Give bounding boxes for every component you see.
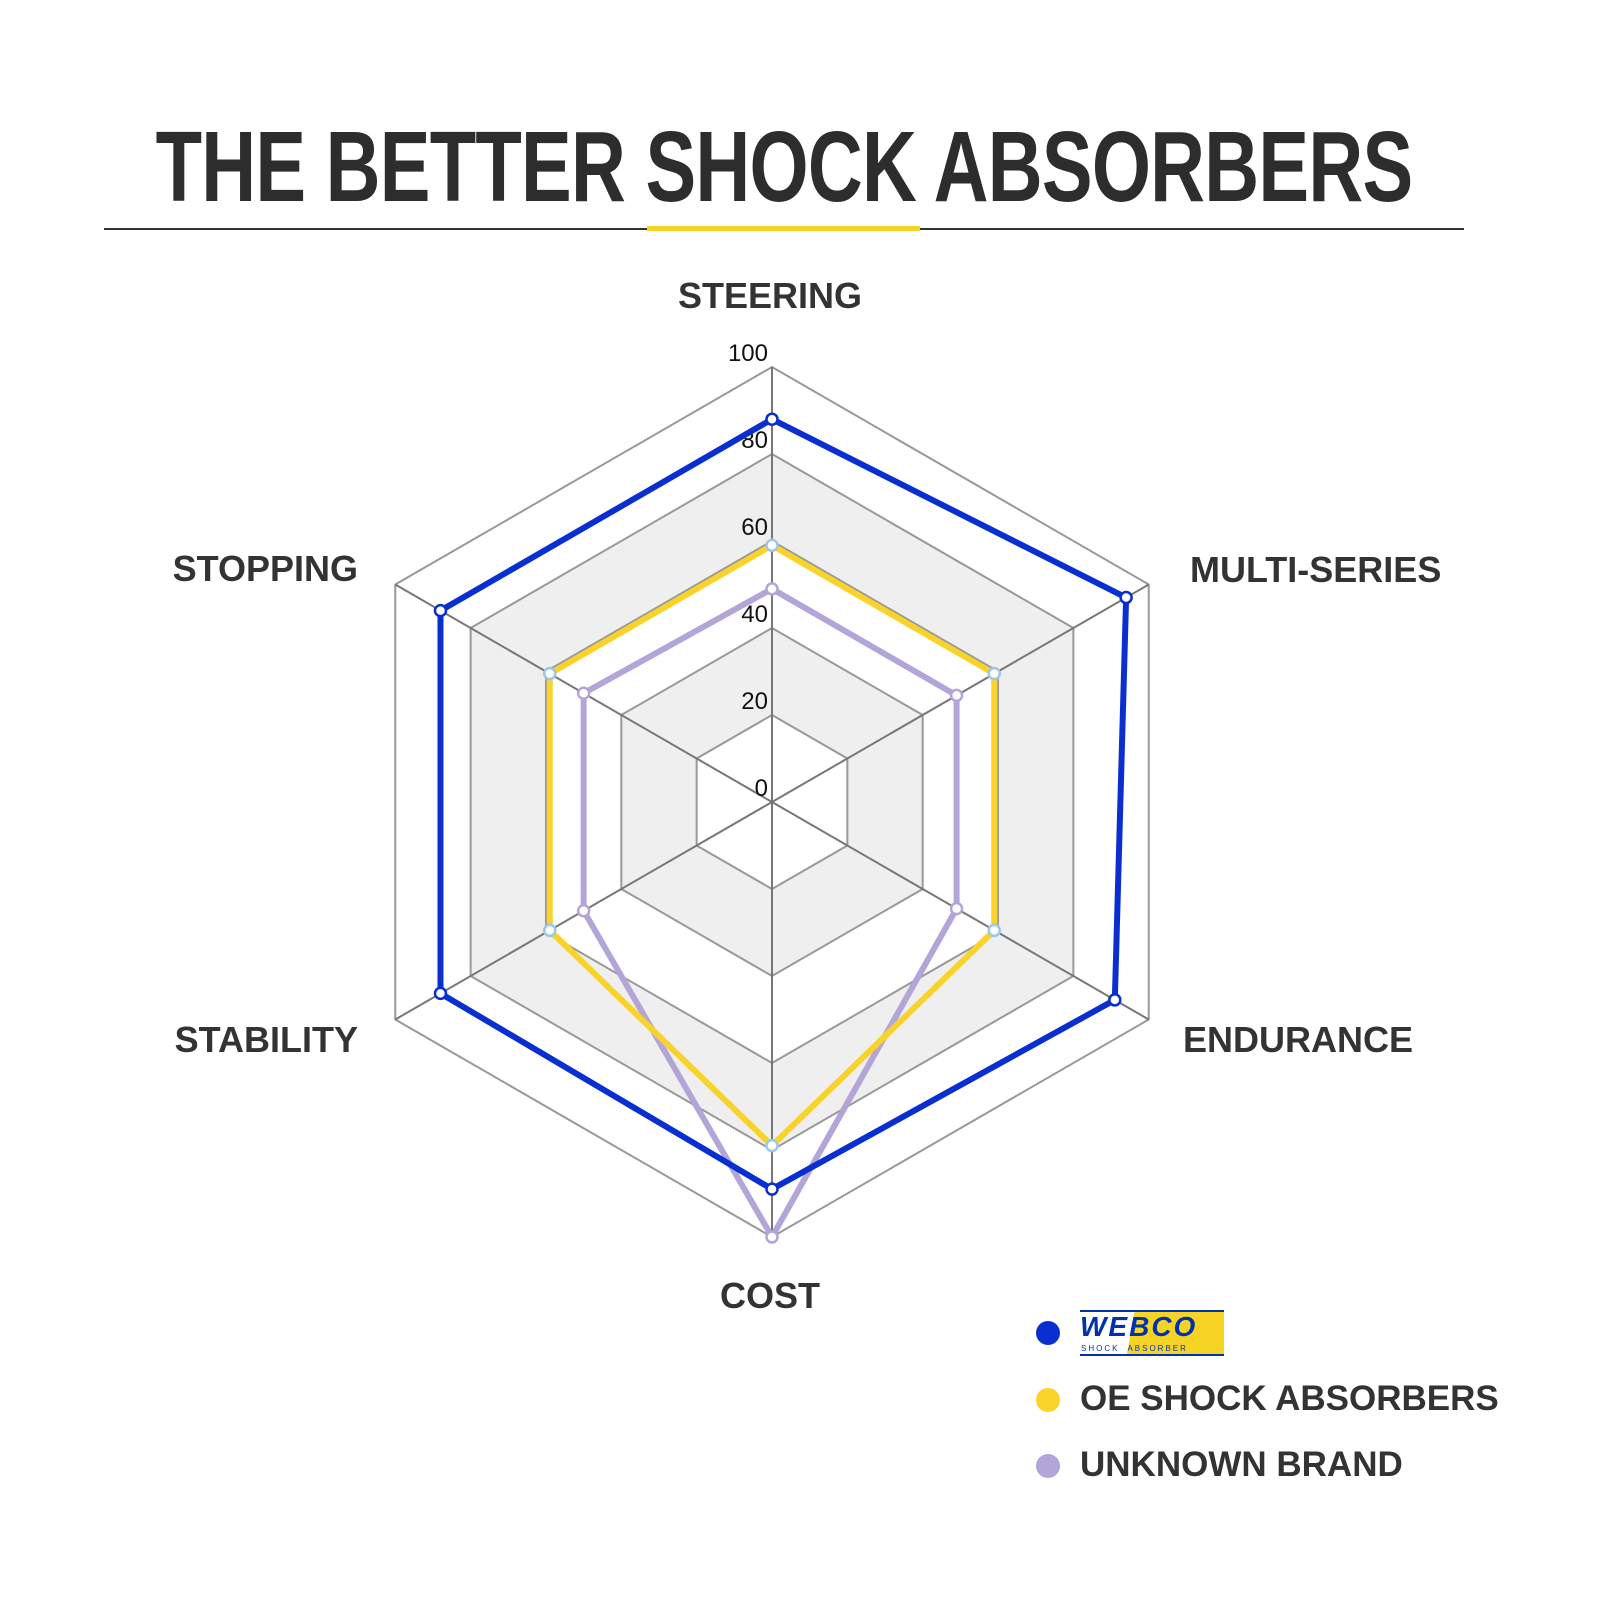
webco-logo: WEBCO SHOCK ABSORBER xyxy=(1080,1310,1224,1356)
tick-label: 60 xyxy=(741,514,768,541)
axis-label-stability: STABILITY xyxy=(175,1019,358,1060)
data-point-webco-shock-absorber xyxy=(765,412,779,426)
axis-label-cost: COST xyxy=(720,1275,820,1316)
axis-label-endurance: ENDURANCE xyxy=(1183,1019,1413,1060)
webco-logo-text: WEBCO xyxy=(1080,1311,1198,1342)
data-point-webco-shock-absorber xyxy=(1119,590,1133,605)
data-point-oe-shock-absorbers xyxy=(542,666,557,681)
axis-label-stopping: STOPPING xyxy=(173,548,358,589)
data-point-unknown-brand xyxy=(576,686,591,700)
data-point-webco-shock-absorber xyxy=(765,1182,779,1196)
data-point-webco-shock-absorber xyxy=(433,986,448,1001)
legend-label-oe: OE SHOCK ABSORBERS xyxy=(1080,1379,1499,1418)
legend-dot-oe xyxy=(1036,1388,1060,1412)
legend-label-unknown: UNKNOWN BRAND xyxy=(1080,1445,1403,1484)
data-point-oe-shock-absorbers xyxy=(765,1138,779,1153)
legend-dot-unknown xyxy=(1036,1454,1060,1478)
axis-label-steering: STEERING xyxy=(678,275,862,316)
axis-label-multi-series: MULTI-SERIES xyxy=(1190,549,1441,590)
data-point-webco-shock-absorber xyxy=(433,603,448,618)
data-point-oe-shock-absorbers xyxy=(542,923,557,938)
data-point-unknown-brand xyxy=(949,901,964,916)
data-point-oe-shock-absorbers xyxy=(987,923,1002,938)
data-point-unknown-brand xyxy=(765,1230,779,1244)
data-point-unknown-brand xyxy=(765,582,779,596)
legend-dot-webco xyxy=(1036,1321,1060,1345)
data-point-oe-shock-absorbers xyxy=(987,666,1002,681)
data-point-oe-shock-absorbers xyxy=(765,538,779,553)
data-point-unknown-brand xyxy=(949,688,964,703)
tick-label: 20 xyxy=(741,688,768,715)
data-point-webco-shock-absorber xyxy=(1108,993,1122,1007)
title-divider-accent xyxy=(647,226,920,231)
data-point-unknown-brand xyxy=(576,904,591,918)
tick-label: 100 xyxy=(728,340,768,367)
page-title: THE BETTER SHOCK ABSORBERS xyxy=(155,111,1414,223)
tick-label: 0 xyxy=(755,775,768,802)
webco-logo-subtext: SHOCK ABSORBER xyxy=(1081,1344,1188,1353)
